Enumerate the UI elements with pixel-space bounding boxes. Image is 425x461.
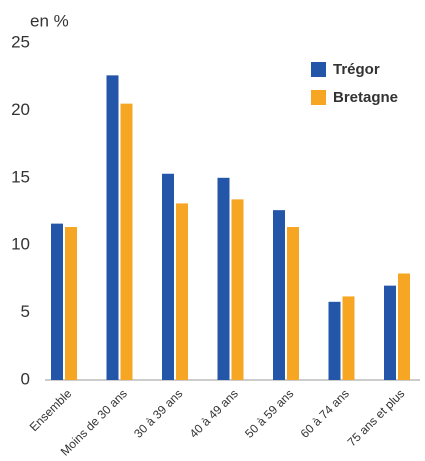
bar bbox=[217, 177, 230, 380]
x-tick-label: 60 à 74 ans bbox=[298, 386, 352, 440]
y-tick-label: 10 bbox=[11, 235, 30, 254]
y-tick-label: 5 bbox=[21, 302, 30, 321]
bar bbox=[398, 273, 410, 380]
bar bbox=[106, 75, 119, 381]
legend-swatch bbox=[311, 62, 326, 77]
bar bbox=[384, 285, 396, 380]
x-tick-label: 40 à 49 ans bbox=[187, 386, 241, 440]
x-tick-label: Ensemble bbox=[27, 386, 75, 434]
x-tick-label: 75 ans et plus bbox=[345, 386, 408, 449]
bar bbox=[342, 296, 355, 380]
bar bbox=[287, 227, 299, 380]
bar bbox=[328, 301, 341, 380]
y-tick-label: 0 bbox=[21, 369, 30, 388]
legend-swatch bbox=[311, 90, 326, 105]
legend-label: Trégor bbox=[333, 61, 380, 78]
y-tick-label: 25 bbox=[11, 32, 30, 51]
x-tick-label: 30 à 39 ans bbox=[131, 386, 185, 440]
bar bbox=[51, 223, 63, 380]
bar bbox=[120, 103, 133, 380]
bar bbox=[231, 199, 244, 380]
bar bbox=[65, 227, 77, 380]
legend-label: Bretagne bbox=[333, 89, 398, 106]
bar bbox=[162, 173, 174, 380]
bar bbox=[176, 203, 188, 380]
y-tick-label: 20 bbox=[11, 100, 30, 119]
bar bbox=[273, 210, 285, 380]
y-tick-label: 15 bbox=[11, 167, 30, 186]
y-axis-label: en % bbox=[30, 11, 69, 30]
x-tick-label: 50 à 59 ans bbox=[242, 386, 296, 440]
